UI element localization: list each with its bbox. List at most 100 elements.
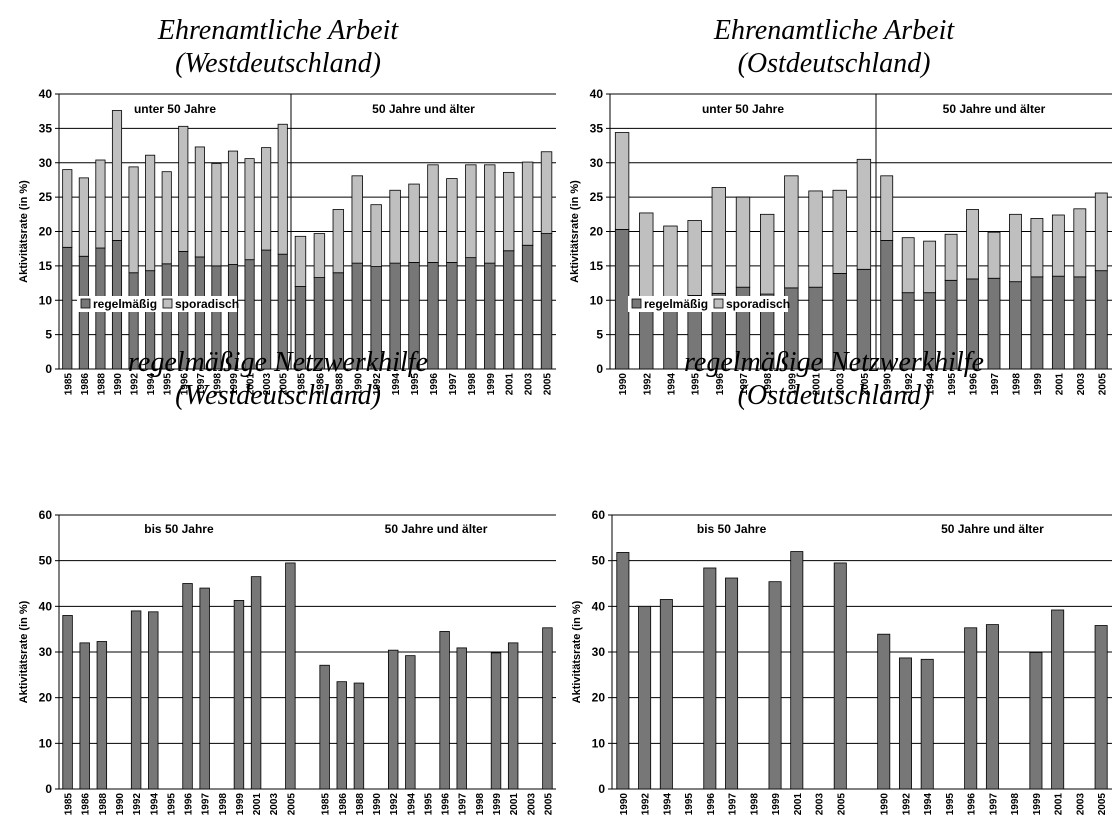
bar — [790, 551, 804, 790]
bar — [227, 150, 239, 265]
y-axis-label: Aktivitätsrate (in %) — [571, 600, 583, 703]
bar — [79, 642, 90, 790]
bar — [62, 615, 73, 790]
bar — [148, 611, 159, 790]
legend-label-sporadisch: sporadisch — [175, 297, 239, 311]
y-tick-label: 10 — [592, 736, 606, 750]
x-tick-label: 2005 — [1097, 793, 1108, 816]
bar — [405, 655, 416, 790]
x-tick-label: 1994 — [662, 793, 673, 816]
bar — [616, 552, 630, 790]
bar — [711, 187, 726, 294]
bar — [614, 132, 630, 230]
x-tick-label: 1985 — [296, 373, 307, 396]
x-tick-label: 2003 — [1076, 373, 1087, 396]
x-tick-label: 1990 — [883, 373, 894, 396]
x-tick-label: 1998 — [218, 793, 229, 816]
chart-title-line-2: (Ostdeutschland) — [737, 380, 931, 411]
bar — [319, 664, 330, 790]
y-tick-label: 10 — [39, 736, 53, 750]
x-tick-label: 1997 — [739, 373, 750, 396]
bar — [901, 237, 915, 294]
bar — [659, 599, 673, 790]
bar — [1094, 625, 1108, 790]
x-tick-label: 1986 — [315, 373, 326, 396]
x-tick-label: 2001 — [1054, 373, 1065, 396]
x-tick-label: 1995 — [947, 373, 958, 396]
bar — [351, 175, 363, 264]
bar — [427, 164, 439, 263]
bar — [1051, 609, 1065, 790]
y-axis-label: Aktivitätsrate (in %) — [569, 180, 581, 283]
x-tick-label: 1986 — [338, 793, 349, 816]
x-tick-label: 2001 — [246, 373, 257, 396]
y-tick-label: 35 — [39, 121, 53, 135]
x-tick-label: 1990 — [372, 793, 383, 816]
legend-swatch-regelmaessig — [80, 298, 91, 309]
bar — [244, 158, 255, 261]
x-tick-label: 1995 — [684, 793, 695, 816]
legend-swatch-regelmaessig — [631, 298, 642, 309]
x-tick-label: 1996 — [969, 373, 980, 396]
y-tick-label: 25 — [39, 190, 53, 204]
x-tick-label: 1990 — [113, 373, 124, 396]
x-tick-label: 1986 — [81, 793, 92, 816]
bar — [353, 682, 365, 790]
x-tick-label: 1992 — [130, 373, 141, 396]
bar — [877, 633, 891, 790]
x-tick-label: 2005 — [286, 793, 297, 816]
x-tick-label: 1999 — [486, 373, 497, 396]
x-tick-label: 1990 — [115, 793, 126, 816]
bar — [62, 169, 73, 248]
bar — [233, 599, 245, 790]
panel-east-volunteer: Ehrenamtliche Arbeit (Ostdeutschland) 0 5… — [556, 0, 1112, 412]
x-tick-label: 1985 — [64, 793, 75, 816]
x-tick-label: 1990 — [353, 373, 364, 396]
bar — [490, 652, 502, 790]
x-tick-label: 1996 — [715, 373, 726, 396]
x-tick-label: 1997 — [196, 373, 207, 396]
bar — [540, 151, 553, 234]
x-tick-label: 1996 — [967, 793, 978, 816]
x-tick-label: 1988 — [334, 373, 345, 396]
bar — [182, 583, 193, 790]
bar — [964, 627, 978, 790]
bar — [456, 647, 467, 790]
x-tick-label: 1998 — [763, 373, 774, 396]
x-tick-label: 1995 — [410, 373, 421, 396]
bar — [920, 658, 934, 790]
x-tick-label: 1999 — [1033, 373, 1044, 396]
y-tick-label: 20 — [39, 691, 53, 705]
bar — [199, 587, 210, 790]
x-tick-label: 1985 — [63, 373, 74, 396]
panel-east-network: 0 10 20 30 40 50 60 Aktivitätsrate (in %) bis 50… — [556, 412, 1112, 825]
bar — [145, 154, 156, 272]
chart-west-volunteer: 0 5 10 15 20 25 30 35 40 Aktivitätsrate (in %) unt… — [18, 87, 556, 396]
chart-title-line-1: regelmäßige Netzwerkhilfe — [684, 347, 984, 378]
bar — [663, 225, 678, 303]
x-tick-label: 2005 — [543, 373, 554, 396]
bar — [96, 641, 108, 790]
x-tick-label: 1992 — [642, 373, 653, 396]
chart-title-east-network: regelmäßige Netzwerkhilfe (Ostdeutschlan… — [556, 346, 1112, 412]
x-tick-label: 2005 — [860, 373, 871, 396]
x-tick-label: 1998 — [467, 373, 478, 396]
chart-title-line-2: (Ostdeutschland) — [737, 48, 931, 79]
y-tick-label: 35 — [590, 121, 604, 135]
bar — [735, 196, 751, 288]
bar — [211, 163, 222, 267]
x-tick-label: 1988 — [98, 793, 109, 816]
group-label: bis 50 Jahre — [144, 522, 214, 536]
y-tick-label: 20 — [592, 691, 606, 705]
x-tick-label: 1992 — [641, 793, 652, 816]
x-tick-label: 1992 — [901, 793, 912, 816]
panel-west-network: 0 10 20 30 40 50 60 Aktivitätsrate (in %) bis 50… — [0, 412, 556, 825]
bar — [880, 175, 894, 241]
x-tick-label: 1995 — [423, 793, 434, 816]
x-tick-label: 1994 — [926, 373, 937, 396]
bar — [1029, 652, 1043, 790]
bar — [987, 231, 1001, 279]
x-tick-label: 2005 — [279, 373, 290, 396]
bar — [285, 562, 296, 790]
bar — [784, 175, 799, 289]
